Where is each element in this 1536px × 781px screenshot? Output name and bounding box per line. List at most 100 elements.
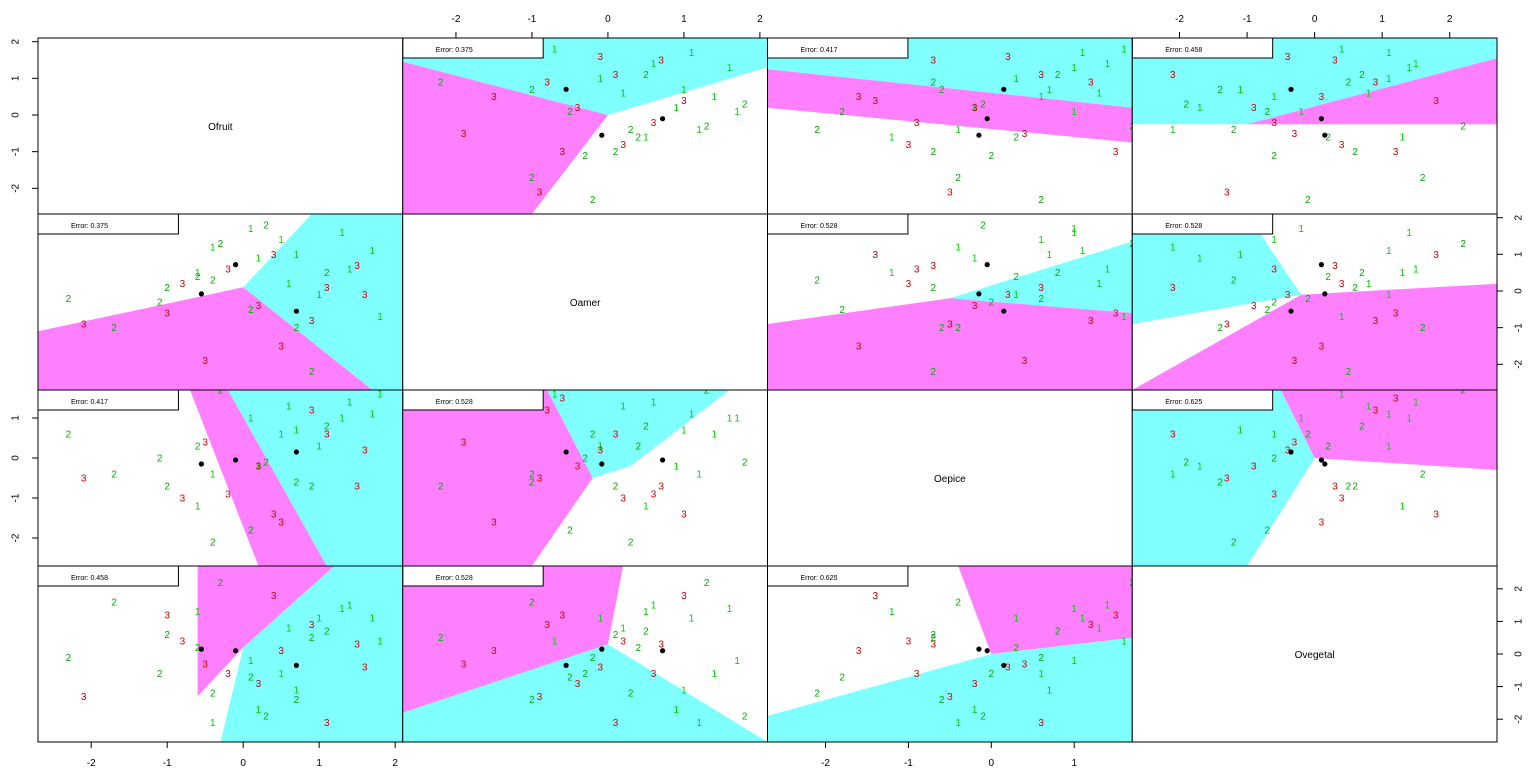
- data-point-class-1: 1: [347, 265, 353, 276]
- variable-label: Oamer: [570, 298, 601, 309]
- data-point-class-1: 1: [1413, 59, 1419, 70]
- data-point-class-3: 3: [1038, 718, 1044, 729]
- data-point-class-2: 2: [1359, 268, 1365, 279]
- data-point-class-1: 1: [734, 107, 740, 118]
- x-axis-bottom-Ofruit: -2 -1 0 1 2: [87, 742, 399, 769]
- data-point-class-3: 3: [1038, 70, 1044, 81]
- tick-label: 0: [1514, 651, 1525, 657]
- variable-label: Ovegetal: [1295, 650, 1335, 661]
- data-point-class-3: 3: [613, 430, 619, 441]
- error-label: Error: 0.528: [436, 575, 473, 582]
- tick-label: -2: [821, 758, 830, 769]
- data-point-class-3: 3: [278, 518, 284, 529]
- error-label: Error: 0.458: [1165, 47, 1202, 54]
- data-point-class-2: 2: [438, 633, 444, 644]
- data-point-class-2: 2: [157, 454, 163, 465]
- data-point-class-3: 3: [1339, 279, 1345, 290]
- data-point-class-3: 3: [180, 494, 186, 505]
- data-point-class-1: 1: [1071, 656, 1077, 667]
- centroid: [976, 133, 981, 138]
- data-point-class-1: 1: [1121, 45, 1127, 56]
- data-point-class-1: 1: [248, 224, 254, 235]
- data-point-class-2: 2: [567, 526, 573, 537]
- data-point-class-2: 2: [643, 627, 649, 638]
- panel-Oamer-Oamer: Oamer: [403, 214, 768, 390]
- data-point-class-2: 2: [218, 239, 224, 250]
- data-point-class-1: 1: [1071, 604, 1077, 615]
- data-point-class-3: 3: [1292, 438, 1298, 449]
- data-point-class-2: 2: [955, 173, 961, 184]
- data-point-class-2: 2: [1038, 294, 1044, 305]
- centroid: [1322, 291, 1327, 296]
- data-point-class-2: 2: [939, 85, 945, 96]
- data-point-class-1: 1: [339, 228, 345, 239]
- data-point-class-3: 3: [1373, 406, 1379, 417]
- data-point-class-3: 3: [491, 518, 497, 529]
- data-point-class-1: 1: [316, 614, 322, 625]
- data-point-class-3: 3: [914, 669, 920, 680]
- data-point-class-3: 3: [354, 640, 360, 651]
- centroid: [599, 133, 604, 138]
- y-axis-right-Oamer: -2-1012: [1497, 214, 1525, 368]
- data-point-class-1: 1: [1080, 48, 1086, 59]
- data-point-class-1: 1: [278, 235, 284, 246]
- data-point-class-3: 3: [856, 342, 862, 353]
- data-point-class-1: 1: [1406, 414, 1412, 425]
- error-label: Error: 0.528: [1165, 223, 1202, 230]
- data-point-class-2: 2: [195, 272, 201, 283]
- data-point-class-1: 1: [620, 623, 626, 634]
- data-point-class-1: 1: [1339, 390, 1345, 401]
- tick-label: -1: [163, 758, 172, 769]
- data-point-class-1: 1: [712, 92, 718, 103]
- data-point-class-3: 3: [1393, 309, 1399, 320]
- y-axis-left-Ofruit: -2 -1 0 1 2: [11, 38, 38, 192]
- data-point-class-3: 3: [309, 316, 315, 327]
- data-point-class-1: 1: [1366, 279, 1372, 290]
- data-point-class-3: 3: [931, 640, 937, 651]
- data-point-class-3: 3: [1088, 620, 1094, 631]
- panel-Oepice-Ovegetal: 111111111111222222222222333333333333Erro…: [768, 566, 1136, 742]
- data-point-class-1: 1: [1071, 107, 1077, 118]
- error-box: [403, 390, 543, 410]
- data-point-class-2: 2: [248, 526, 254, 537]
- data-point-class-3: 3: [972, 103, 978, 114]
- data-point-class-3: 3: [620, 140, 626, 151]
- data-point-class-2: 2: [814, 689, 820, 700]
- data-point-class-2: 2: [1055, 627, 1061, 638]
- data-point-class-1: 1: [1386, 48, 1392, 59]
- tick-label: 1: [1071, 758, 1077, 769]
- data-point-class-1: 1: [370, 410, 376, 421]
- data-point-class-3: 3: [1393, 147, 1399, 158]
- data-point-class-2: 2: [582, 151, 588, 162]
- centroid: [294, 663, 299, 668]
- data-point-class-2: 2: [980, 100, 986, 111]
- data-point-class-2: 2: [529, 695, 535, 706]
- data-point-class-3: 3: [873, 96, 879, 107]
- tick-label: -1: [527, 14, 536, 25]
- data-point-class-3: 3: [931, 261, 937, 272]
- data-point-class-3: 3: [354, 261, 360, 272]
- centroid: [233, 457, 238, 462]
- data-point-class-1: 1: [339, 604, 345, 615]
- centroid: [985, 116, 990, 121]
- data-point-class-2: 2: [1013, 643, 1019, 654]
- centroid: [660, 648, 665, 653]
- tick-label: -2: [1514, 714, 1525, 723]
- data-point-class-1: 1: [1400, 502, 1406, 513]
- data-point-class-1: 1: [651, 398, 657, 409]
- data-point-class-2: 2: [294, 323, 300, 334]
- error-box: [768, 214, 908, 234]
- data-point-class-3: 3: [202, 356, 208, 367]
- error-box: [768, 38, 908, 58]
- data-point-class-3: 3: [1170, 70, 1176, 81]
- data-point-class-3: 3: [1005, 290, 1011, 301]
- data-point-class-3: 3: [873, 591, 879, 602]
- data-point-class-1: 1: [1038, 669, 1044, 680]
- centroid: [1288, 309, 1293, 314]
- tick-label: -2: [87, 758, 96, 769]
- data-point-class-2: 2: [590, 653, 596, 664]
- data-point-class-3: 3: [1292, 356, 1298, 367]
- centroid: [1322, 133, 1327, 138]
- data-point-class-2: 2: [1352, 147, 1358, 158]
- data-point-class-3: 3: [620, 637, 626, 648]
